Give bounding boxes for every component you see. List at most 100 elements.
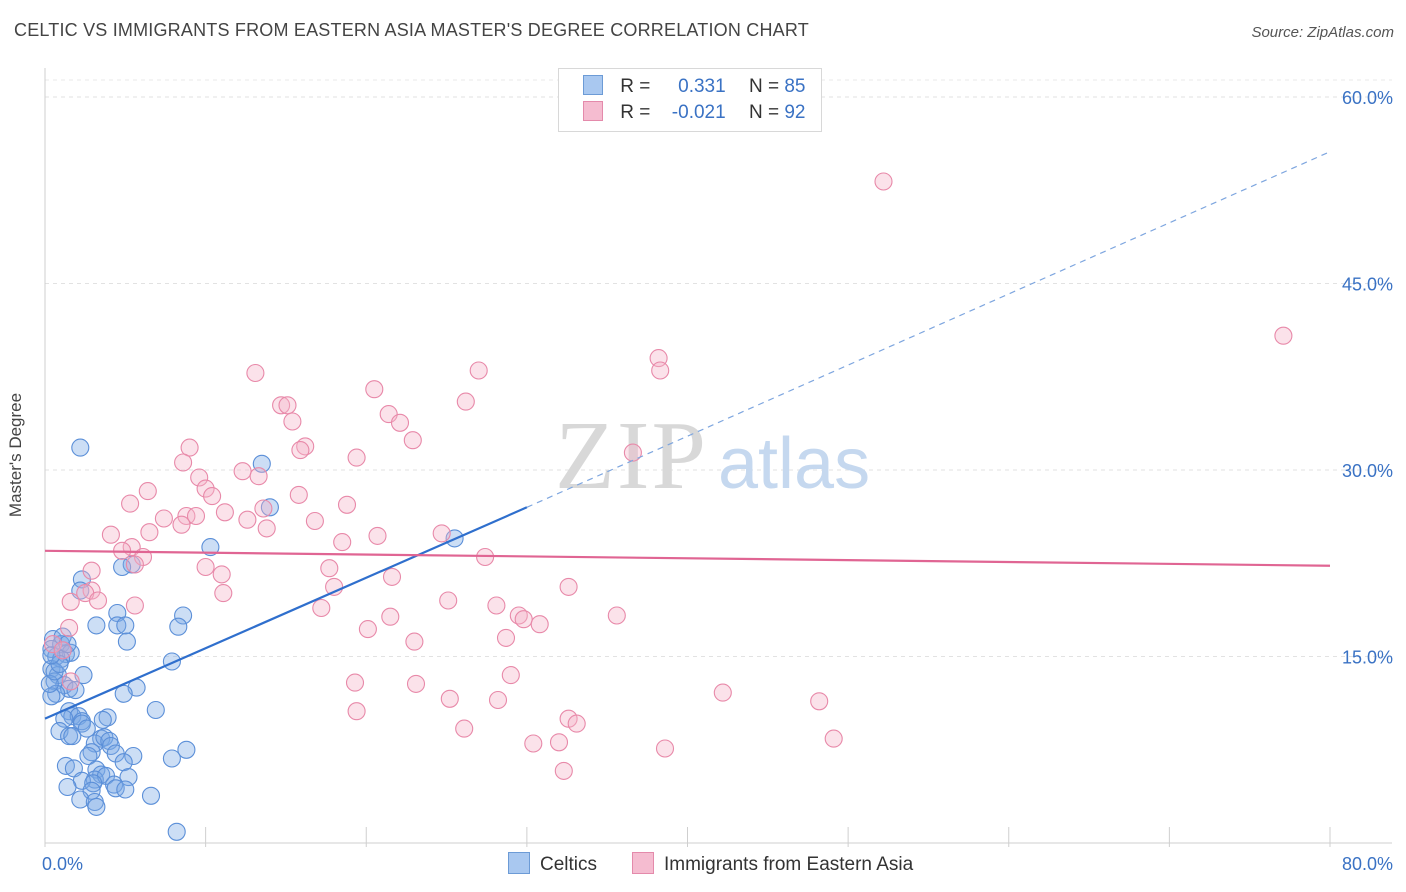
immigrants-point — [655, 739, 675, 758]
celtics-point — [71, 790, 90, 809]
immigrants-point — [824, 729, 843, 748]
y-tick-label: 30.0% — [1342, 461, 1393, 481]
immigrants-point — [215, 503, 234, 522]
immigrants-point — [487, 596, 506, 615]
immigrants-point — [291, 441, 310, 460]
immigrants-point — [121, 494, 140, 513]
immigrants-point — [172, 515, 191, 534]
immigrants-point — [53, 641, 72, 660]
immigrants-point — [82, 561, 101, 580]
immigrants-point — [101, 525, 120, 544]
celtics-point — [77, 719, 96, 738]
immigrants-point — [874, 172, 893, 191]
celtics-point — [124, 746, 143, 766]
immigrants-point — [233, 462, 252, 481]
immigrants-point — [196, 479, 215, 498]
x-tick-label: 80.0% — [1342, 854, 1393, 874]
celtics-point — [201, 538, 220, 557]
legend-row-celtics: R = 0.331 N = 85 — [583, 75, 805, 101]
immigrants-point — [238, 510, 257, 529]
celtics-point — [63, 727, 82, 746]
celtics-point — [84, 774, 103, 793]
y-tick-label: 45.0% — [1342, 275, 1393, 295]
immigrants-point — [347, 702, 366, 721]
immigrants-point — [406, 674, 426, 693]
immigrants-point — [530, 615, 549, 634]
immigrants-point — [514, 610, 533, 629]
immigrants-point — [403, 431, 422, 450]
immigrants-point — [212, 565, 231, 584]
bottom-legend-label-celtics: Celtics — [540, 854, 598, 875]
immigrants-point — [249, 467, 268, 486]
immigrants-point — [347, 448, 366, 467]
immigrants-point — [312, 598, 331, 618]
immigrants-point — [496, 628, 516, 647]
immigrants-point — [1274, 326, 1293, 345]
immigrants-point — [186, 506, 206, 526]
celtics-point — [58, 635, 77, 654]
bottom-legend-swatch-immigrants — [632, 852, 654, 874]
immigrants-point — [272, 396, 291, 415]
immigrants-point — [305, 511, 324, 531]
legend-r-value: -0.021 — [671, 102, 726, 123]
celtics-point — [87, 797, 106, 816]
celtics-point — [66, 681, 85, 700]
immigrants-point — [125, 596, 144, 615]
legend-n-value: 85 — [784, 76, 806, 97]
data-points — [40, 172, 1293, 841]
immigrants-point — [623, 443, 642, 462]
immigrants-point — [607, 606, 626, 625]
immigrants-point — [358, 620, 377, 639]
legend-r-label: R = — [620, 102, 651, 123]
immigrants-point — [456, 392, 475, 411]
immigrants-point — [432, 524, 451, 543]
immigrants-point — [289, 485, 308, 504]
celtics-point — [116, 780, 135, 799]
celtics-point — [169, 617, 188, 636]
immigrants-point — [440, 689, 459, 708]
celtics-point — [260, 498, 279, 517]
immigrants-point — [554, 761, 573, 780]
celtics-point — [141, 786, 161, 805]
celtics-point — [116, 616, 135, 635]
bottom-legend-celtics: Celtics — [508, 852, 597, 876]
immigrants-point — [345, 673, 365, 692]
immigrants-point — [439, 591, 458, 610]
immigrants-point — [203, 487, 222, 506]
stats-legend: R = 0.331 N = 85 R = -0.021 N = 92 — [558, 68, 822, 132]
celtics-point — [87, 616, 106, 635]
y-tick-label: 60.0% — [1342, 88, 1393, 108]
immigrants-point — [154, 509, 173, 528]
immigrants-point — [524, 734, 543, 753]
immigrants-point — [390, 413, 410, 432]
immigrants-point — [469, 361, 488, 380]
immigrants-point — [214, 584, 233, 603]
y-axis-label: Master's Degree — [6, 392, 25, 518]
immigrants-point — [174, 453, 193, 472]
celtics-point — [47, 684, 66, 703]
immigrants-point — [88, 591, 108, 610]
celtics-point — [167, 822, 186, 841]
celtics-point — [117, 632, 136, 651]
immigrants-point — [196, 557, 215, 577]
immigrants-point — [61, 592, 80, 611]
immigrants-point — [549, 733, 569, 752]
bottom-legend-label-immigrants: Immigrants from Eastern Asia — [664, 854, 914, 875]
bottom-legend-swatch-celtics — [508, 852, 530, 874]
celtics-point — [93, 710, 112, 729]
trend-lines — [44, 151, 1331, 720]
legend-n-label: N = — [748, 102, 780, 123]
immigrants-point — [651, 361, 670, 380]
celtics-trend-extension — [526, 151, 1331, 508]
celtics-point — [106, 779, 125, 798]
immigrants-point — [283, 412, 302, 431]
immigrants-point — [180, 438, 199, 457]
watermark-zip: ZIP — [555, 402, 708, 510]
immigrants-point — [381, 607, 400, 626]
axes — [44, 68, 1392, 847]
grid-lines — [45, 79, 1392, 657]
immigrants-point — [246, 363, 265, 383]
immigrants-point — [368, 526, 387, 545]
celtics-point — [177, 740, 196, 759]
celtics-trend-line — [44, 506, 528, 720]
